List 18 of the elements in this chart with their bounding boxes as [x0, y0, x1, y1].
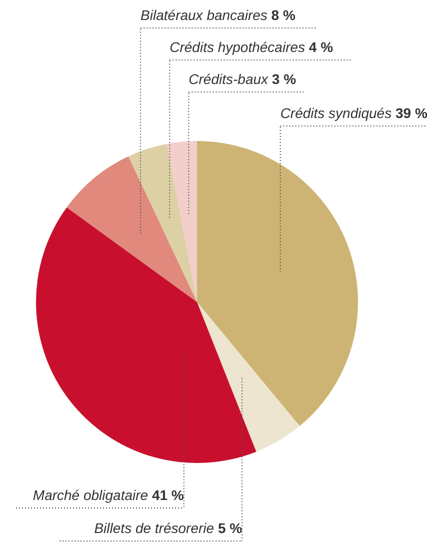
pie-slice — [66, 156, 197, 302]
data-label: 8 % — [271, 7, 296, 23]
data-label: 39 % — [395, 105, 427, 121]
pie-slice — [128, 144, 197, 302]
pie-slice — [197, 302, 300, 452]
slice-label: Billets de trésorerie — [94, 520, 218, 536]
data-label: 41 % — [152, 487, 184, 503]
slice-label: Marché obligataire — [32, 487, 152, 503]
slice-label: Crédits-baux — [188, 71, 272, 87]
pie-slice — [36, 207, 256, 463]
data-label: 4 % — [308, 39, 334, 55]
slice-label: Crédits syndiqués — [280, 105, 396, 121]
pie-slice — [166, 141, 197, 302]
slice-label: Bilatéraux bancaires — [140, 7, 272, 23]
pie-slice — [197, 141, 358, 426]
slice-label: Crédits hypothécaires — [170, 39, 309, 55]
data-label: 5 % — [218, 520, 243, 536]
data-label: 3 % — [272, 71, 297, 87]
